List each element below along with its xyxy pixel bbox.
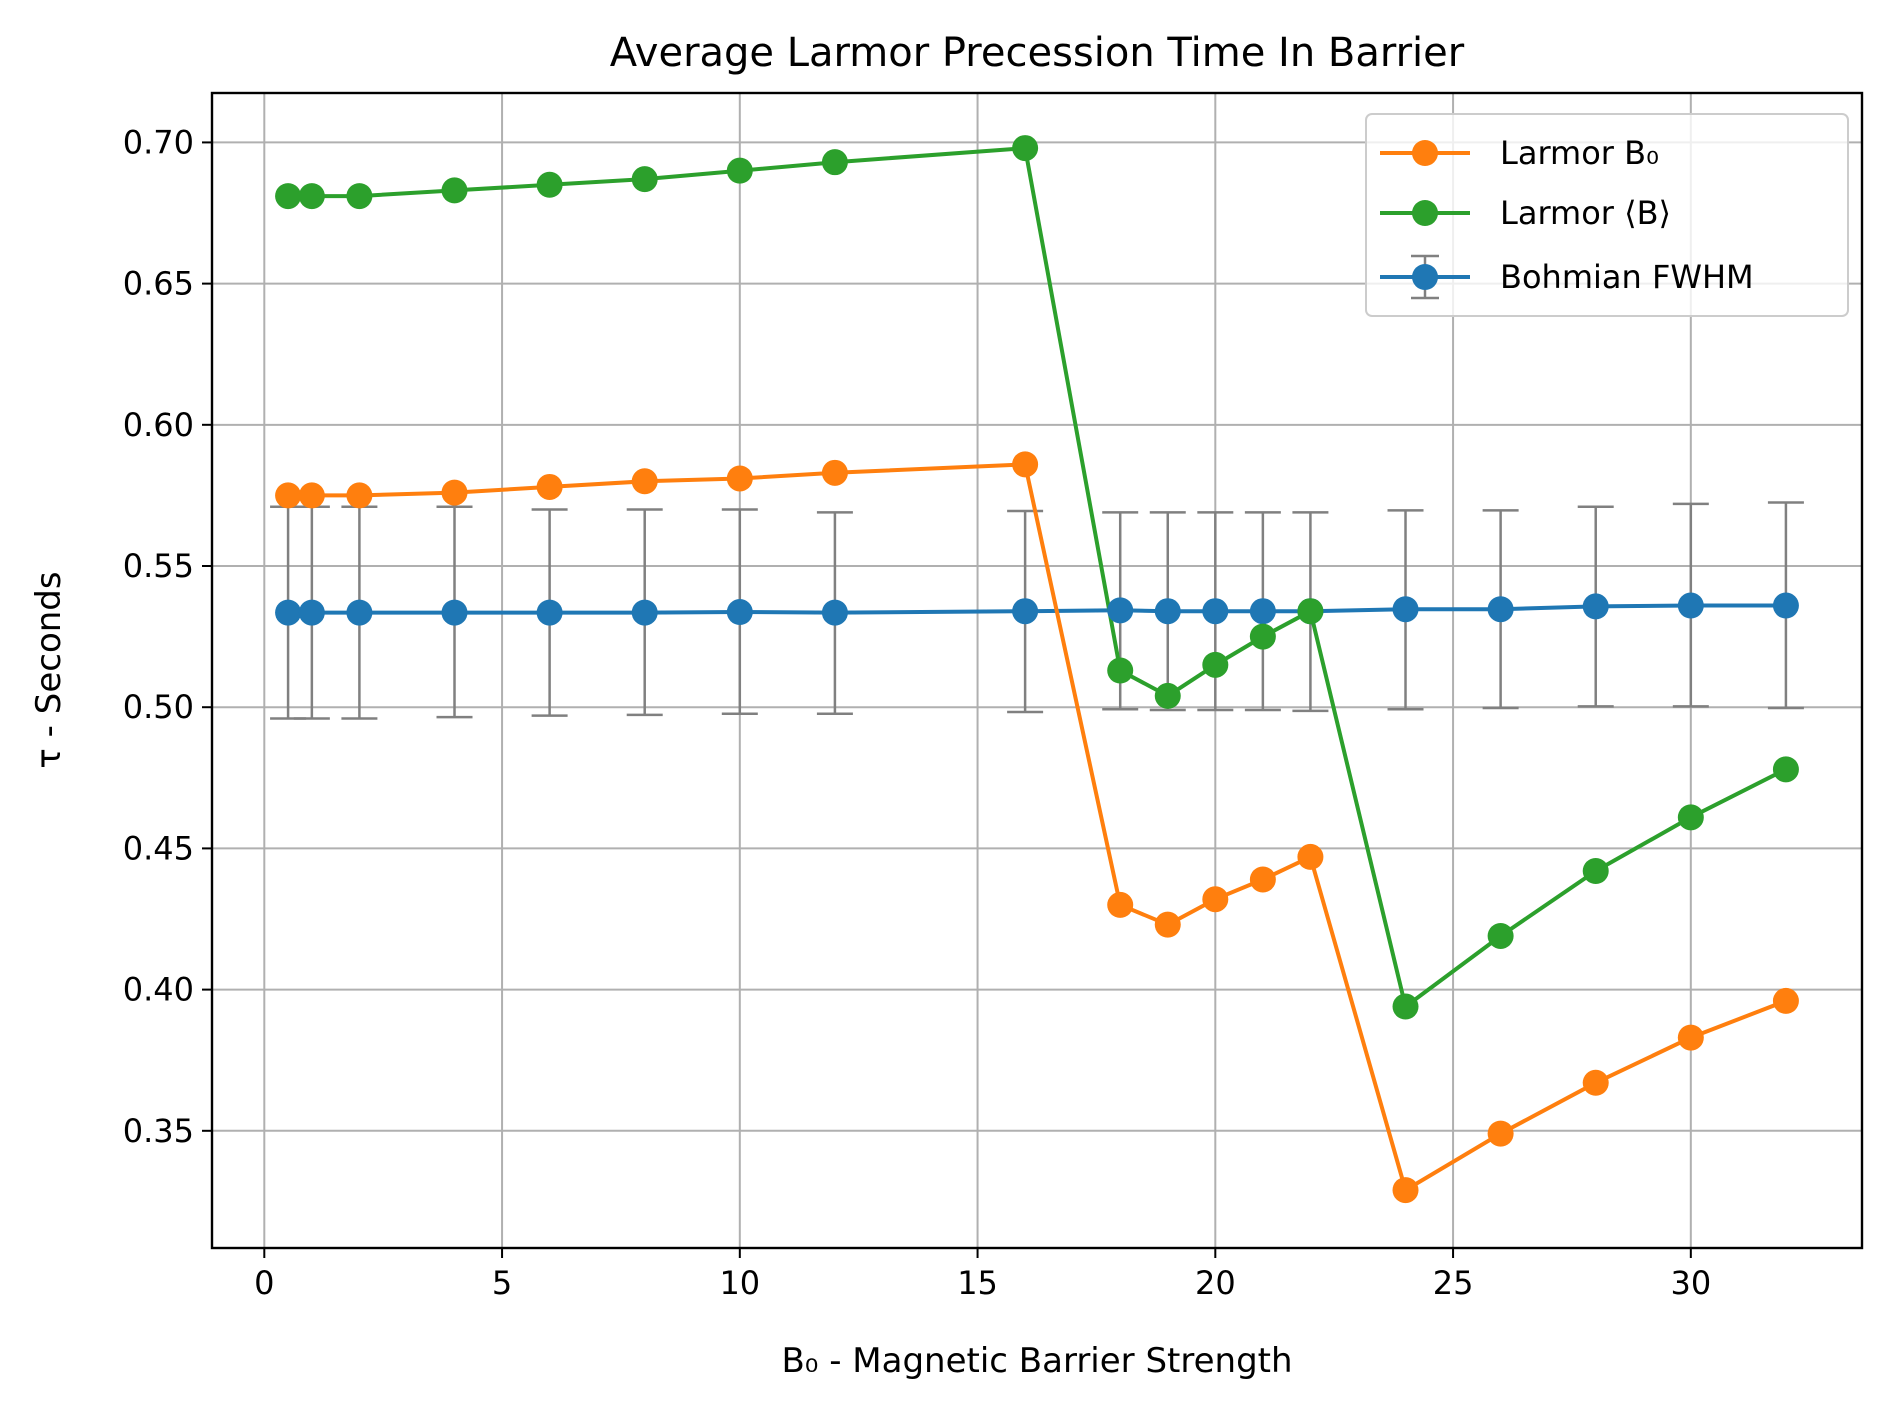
- point-larmor-b0: [1154, 911, 1181, 938]
- point-larmor-mean-b: [1582, 858, 1609, 885]
- x-tick-label: 20: [1195, 1264, 1236, 1302]
- point-larmor-b0: [1249, 866, 1276, 893]
- point-bohmian-fwhm: [275, 599, 302, 626]
- point-larmor-mean-b: [1012, 135, 1039, 162]
- point-bohmian-fwhm: [298, 599, 325, 626]
- point-larmor-mean-b: [1107, 657, 1134, 684]
- point-bohmian-fwhm: [1487, 596, 1514, 623]
- y-tick-label: 0.60: [123, 406, 194, 444]
- point-larmor-mean-b: [821, 149, 848, 176]
- point-larmor-b0: [1677, 1024, 1704, 1051]
- y-tick-label: 0.55: [123, 547, 194, 585]
- point-larmor-mean-b: [631, 166, 658, 193]
- point-larmor-b0: [1107, 891, 1134, 918]
- point-larmor-mean-b: [1487, 922, 1514, 949]
- ticks: 0 5 10 15 20 25 30 0.35 0.40 0.45 0.50 0.55 0.60 0.65…: [123, 123, 1711, 1302]
- point-larmor-mean-b: [726, 157, 753, 184]
- point-larmor-b0: [1202, 886, 1229, 913]
- point-larmor-b0: [1772, 987, 1799, 1014]
- point-larmor-b0: [821, 459, 848, 486]
- x-tick-label: 10: [719, 1264, 760, 1302]
- x-tick-label: 30: [1670, 1264, 1711, 1302]
- point-larmor-mean-b: [441, 177, 468, 204]
- point-bohmian-fwhm: [1582, 593, 1609, 620]
- legend-marker-larmor-mean-b: [1412, 200, 1438, 226]
- y-tick-label: 0.45: [123, 829, 194, 867]
- x-tick-label: 15: [957, 1264, 998, 1302]
- point-larmor-b0: [1392, 1177, 1419, 1204]
- legend-entry-larmor-mean-b: Larmor ⟨B⟩: [1380, 194, 1671, 232]
- point-larmor-b0: [1582, 1069, 1609, 1096]
- legend-marker-larmor-b0: [1412, 140, 1438, 166]
- point-bohmian-fwhm: [631, 599, 658, 626]
- point-bohmian-fwhm: [1107, 597, 1134, 624]
- point-bohmian-fwhm: [1772, 592, 1799, 619]
- legend-label-larmor-mean-b: Larmor ⟨B⟩: [1500, 194, 1671, 232]
- point-bohmian-fwhm: [441, 599, 468, 626]
- point-bohmian-fwhm: [1677, 592, 1704, 619]
- point-larmor-mean-b: [1154, 682, 1181, 709]
- x-axis-label: B₀ - Magnetic Barrier Strength: [781, 1341, 1292, 1381]
- legend-box: [1365, 113, 1849, 317]
- point-larmor-mean-b: [1297, 598, 1324, 625]
- point-larmor-mean-b: [1677, 804, 1704, 831]
- x-tick-label: 0: [254, 1264, 274, 1302]
- point-bohmian-fwhm: [1202, 598, 1229, 625]
- x-tick-label: 5: [492, 1264, 512, 1302]
- point-larmor-b0: [298, 482, 325, 509]
- point-bohmian-fwhm: [1392, 596, 1419, 623]
- point-bohmian-fwhm: [1012, 598, 1039, 625]
- point-larmor-b0: [631, 468, 658, 495]
- point-larmor-mean-b: [275, 183, 302, 210]
- point-larmor-mean-b: [1202, 651, 1229, 678]
- legend-label-larmor-b0: Larmor B₀: [1500, 134, 1659, 172]
- point-bohmian-fwhm: [726, 599, 753, 626]
- point-larmor-b0: [536, 473, 563, 500]
- point-bohmian-fwhm: [346, 599, 373, 626]
- point-bohmian-fwhm: [821, 599, 848, 626]
- y-axis-label: τ - Seconds: [29, 571, 69, 768]
- y-tick-label: 0.50: [123, 688, 194, 726]
- chart-title: Average Larmor Precession Time In Barrie…: [610, 30, 1465, 76]
- point-larmor-mean-b: [298, 183, 325, 210]
- point-larmor-b0: [1297, 843, 1324, 870]
- legend-entry-bohmian-fwhm: Bohmian FWHM: [1380, 254, 1754, 300]
- point-larmor-mean-b: [346, 183, 373, 210]
- point-larmor-b0: [726, 465, 753, 492]
- point-bohmian-fwhm: [1249, 598, 1276, 625]
- y-tick-label: 0.65: [123, 265, 194, 303]
- point-larmor-mean-b: [1772, 756, 1799, 783]
- point-bohmian-fwhm: [1154, 598, 1181, 625]
- legend: Larmor B₀ Larmor ⟨B⟩ Bohmian FWHM: [1365, 113, 1849, 317]
- legend-label-bohmian-fwhm: Bohmian FWHM: [1500, 258, 1754, 296]
- y-tick-label: 0.70: [123, 123, 194, 161]
- data-points: [275, 135, 1799, 1204]
- point-larmor-mean-b: [1249, 623, 1276, 650]
- point-larmor-mean-b: [1392, 993, 1419, 1020]
- y-tick-label: 0.35: [123, 1112, 194, 1150]
- point-larmor-b0: [275, 482, 302, 509]
- point-bohmian-fwhm: [536, 599, 563, 626]
- point-larmor-b0: [1012, 451, 1039, 478]
- x-tick-label: 25: [1433, 1264, 1474, 1302]
- plot-frame: [210, 91, 1864, 1250]
- legend-marker-bohmian-fwhm: [1412, 264, 1438, 290]
- point-larmor-mean-b: [536, 171, 563, 198]
- point-larmor-b0: [1487, 1120, 1514, 1147]
- point-larmor-b0: [346, 482, 373, 509]
- y-tick-label: 0.40: [123, 971, 194, 1009]
- legend-entry-larmor-b0: Larmor B₀: [1380, 134, 1659, 172]
- point-larmor-b0: [441, 479, 468, 506]
